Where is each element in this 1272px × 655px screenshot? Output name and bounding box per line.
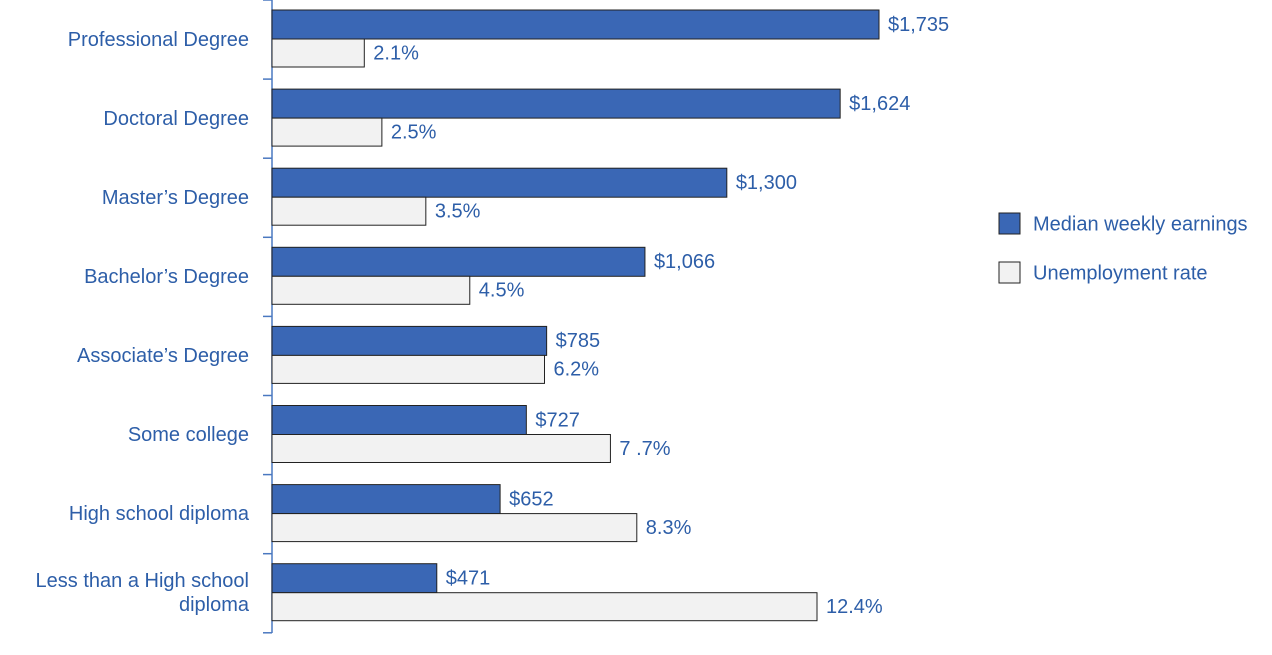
y-tick-label: High school diploma <box>68 503 249 526</box>
bar <box>271 405 527 435</box>
category-label-box: Master’s Degree <box>0 158 249 237</box>
legend-swatch <box>998 261 1021 284</box>
bar <box>271 354 545 384</box>
y-tick-label: Bachelor’s Degree <box>84 265 249 288</box>
y-tick-label: Doctoral Degree <box>103 107 249 130</box>
bar <box>271 325 548 356</box>
value-label: $652 <box>509 488 554 510</box>
category-label-box: Less than a High school diploma <box>0 554 249 633</box>
bar <box>271 484 501 515</box>
bar <box>271 592 818 622</box>
y-tick-label: Some college <box>127 424 249 446</box>
bar <box>271 563 438 594</box>
bar <box>271 9 880 40</box>
legend-label: Unemployment rate <box>1033 262 1208 284</box>
value-label: 8.3% <box>646 517 692 539</box>
value-label: 3.5% <box>435 200 481 222</box>
value-label: 2.1% <box>373 42 419 64</box>
y-tick-label: Associate’s Degree <box>77 344 249 367</box>
value-label: 12.4% <box>826 596 883 618</box>
category-label-box: Doctoral Degree <box>0 79 249 158</box>
bar <box>271 196 427 226</box>
bar <box>271 434 611 463</box>
bar <box>271 38 365 68</box>
category-label-box: Bachelor’s Degree <box>0 237 249 316</box>
category-label-box: Some college <box>0 396 249 475</box>
value-label: $727 <box>535 409 580 431</box>
value-label: $1,735 <box>888 14 949 36</box>
bar <box>271 167 728 198</box>
category-label-box: High school diploma <box>0 475 249 554</box>
value-label: $1,624 <box>849 93 910 115</box>
value-label: $1,066 <box>654 251 715 273</box>
bar <box>271 275 471 305</box>
legend-swatch <box>998 212 1021 235</box>
y-tick-label: Professional Degree <box>67 28 249 51</box>
value-label: $1,300 <box>736 172 797 194</box>
category-label-box: Professional Degree <box>0 0 249 79</box>
value-label: $785 <box>556 330 601 352</box>
bar <box>271 88 841 119</box>
value-label: 2.5% <box>391 121 437 143</box>
value-label: $471 <box>446 567 491 589</box>
bar <box>271 513 638 543</box>
value-label: 4.5% <box>479 280 525 302</box>
bar <box>271 117 383 147</box>
y-tick-label: Master’s Degree <box>101 186 249 209</box>
bar <box>271 246 646 277</box>
category-label-box: Associate’s Degree <box>0 316 249 395</box>
y-tick-label: Less than a High school diploma <box>35 570 249 617</box>
value-label: 6.2% <box>554 359 600 381</box>
value-label: 7 .7% <box>619 438 670 460</box>
legend-label: Median weekly earnings <box>1033 213 1248 235</box>
